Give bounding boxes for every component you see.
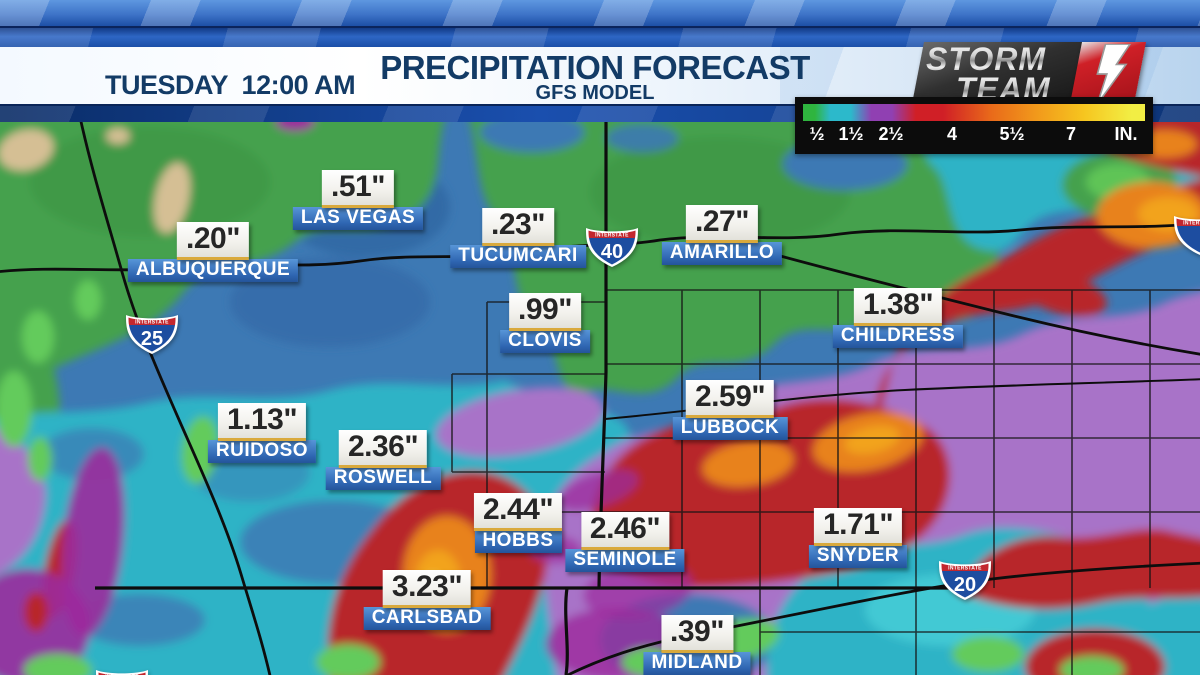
city-name: CHILDRESS bbox=[832, 324, 964, 349]
city-name: MIDLAND bbox=[643, 651, 751, 675]
city-name: LAS VEGAS bbox=[292, 206, 424, 231]
city-name: ALBUQUERQUE bbox=[127, 258, 299, 283]
legend-tick: 7 bbox=[1065, 124, 1077, 144]
precip-label-albuquerque: .20" ALBUQUERQUE bbox=[127, 222, 299, 283]
svg-text:25: 25 bbox=[141, 328, 163, 350]
city-name: ROSWELL bbox=[325, 466, 441, 491]
precip-label-carlsbad: 3.23" CARLSBAD bbox=[363, 570, 491, 631]
city-name: SEMINOLE bbox=[565, 548, 685, 573]
interstate-20-shield: INTERSTATE 20 bbox=[939, 561, 991, 600]
precip-value: 2.59" bbox=[685, 380, 775, 418]
legend-tick: IN. bbox=[1114, 124, 1138, 144]
interstate-shield-partial-bottom: INTERSTATE bbox=[96, 670, 148, 675]
logo-storm-text: STORM bbox=[926, 41, 1046, 77]
city-name: LUBBOCK bbox=[672, 416, 788, 441]
legend-tick-labels: ½ 1½ 2½ 4 5½ 7 IN. bbox=[795, 124, 1153, 150]
precip-value: 3.23" bbox=[382, 570, 472, 608]
precip-label-las-vegas: .51" LAS VEGAS bbox=[292, 170, 424, 231]
precip-scale-legend: ½ 1½ 2½ 4 5½ 7 IN. bbox=[795, 97, 1153, 154]
precip-value: .51" bbox=[322, 170, 394, 208]
precip-value: 2.44" bbox=[473, 493, 563, 531]
precip-label-seminole: 2.46" SEMINOLE bbox=[565, 512, 685, 573]
precip-label-clovis: .99" CLOVIS bbox=[500, 293, 590, 354]
precip-value: 2.36" bbox=[338, 430, 428, 468]
lightning-bolt-icon bbox=[1096, 44, 1132, 104]
precip-value: .23" bbox=[482, 208, 554, 246]
city-name: AMARILLO bbox=[661, 241, 783, 266]
precip-label-lubbock: 2.59" LUBBOCK bbox=[672, 380, 788, 441]
interstate-40-shield: INTERSTATE 40 bbox=[586, 228, 638, 267]
legend-tick: 4 bbox=[946, 124, 958, 144]
precip-contour-layer bbox=[0, 122, 1200, 675]
precip-label-tucumcari: .23" TUCUMCARI bbox=[450, 208, 586, 269]
city-name: CARLSBAD bbox=[363, 606, 491, 631]
svg-text:INTERSTATE: INTERSTATE bbox=[135, 319, 169, 325]
model-subtitle: GFS MODEL bbox=[535, 82, 655, 104]
precip-value: .20" bbox=[177, 222, 249, 260]
page-title: PRECIPITATION FORECAST bbox=[380, 49, 810, 86]
legend-tick: 2½ bbox=[878, 124, 904, 144]
precip-value: .99" bbox=[509, 293, 581, 331]
precip-value: 1.38" bbox=[853, 288, 943, 326]
precipitation-map: INTERSTATE 25 INTERSTATE 40 INTERSTATE 2… bbox=[0, 122, 1200, 675]
precip-label-hobbs: 2.44" HOBBS bbox=[473, 493, 563, 554]
precip-label-roswell: 2.36" ROSWELL bbox=[325, 430, 441, 491]
city-name: RUIDOSO bbox=[207, 439, 317, 464]
precip-label-snyder: 1.71" SNYDER bbox=[808, 508, 908, 569]
precip-label-childress: 1.38" CHILDRESS bbox=[832, 288, 964, 349]
svg-text:INTERSTATE: INTERSTATE bbox=[948, 565, 982, 571]
timestamp: TUESDAY 12:00 AM bbox=[105, 70, 356, 100]
header-blue-band bbox=[0, 26, 1200, 47]
county-lines bbox=[451, 289, 1200, 675]
precip-label-amarillo: .27" AMARILLO bbox=[661, 205, 783, 266]
interstate-25-shield: INTERSTATE 25 bbox=[126, 315, 178, 354]
svg-text:INTERSTATE: INTERSTATE bbox=[595, 232, 629, 238]
svg-text:INTERSTATE: INTERSTATE bbox=[1183, 220, 1200, 226]
precip-value: 1.13" bbox=[217, 403, 307, 441]
svg-text:40: 40 bbox=[601, 241, 623, 263]
precip-label-midland: .39" MIDLAND bbox=[643, 615, 751, 675]
precip-label-ruidoso: 1.13" RUIDOSO bbox=[207, 403, 317, 464]
precip-value: 1.71" bbox=[813, 508, 903, 546]
legend-color-bar bbox=[803, 104, 1145, 121]
legend-tick: 5½ bbox=[999, 124, 1025, 144]
precip-value: .27" bbox=[686, 205, 758, 243]
svg-text:20: 20 bbox=[954, 574, 976, 596]
header-top-strip bbox=[0, 0, 1200, 26]
precip-value: 2.46" bbox=[580, 512, 670, 550]
city-name: CLOVIS bbox=[500, 329, 590, 354]
city-name: HOBBS bbox=[474, 529, 562, 554]
interstate-shield-partial-right: INTERSTATE bbox=[1174, 216, 1200, 255]
city-name: SNYDER bbox=[808, 544, 908, 569]
precip-value: .39" bbox=[661, 615, 733, 653]
city-name: TUCUMCARI bbox=[450, 244, 586, 269]
legend-tick: 1½ bbox=[838, 124, 864, 144]
legend-tick: ½ bbox=[809, 124, 825, 144]
